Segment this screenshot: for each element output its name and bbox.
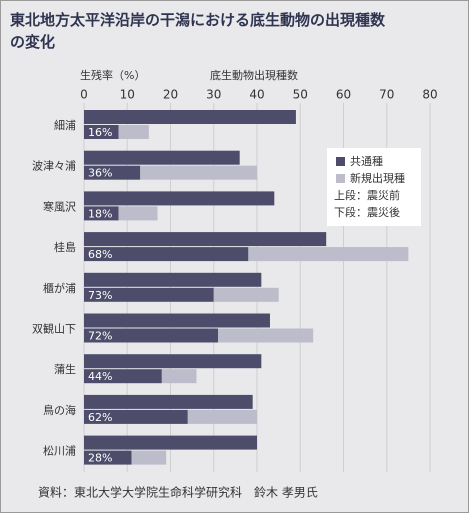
chart-title: 東北地方太平洋沿岸の干潟における底生動物の出現種数の変化 [10,11,386,51]
x-tick-label: 30 [206,88,221,102]
rate-label: 68% [88,248,112,261]
bar-after [213,287,279,302]
y-tick-label: 松川浦 [43,444,76,458]
x-tick-label: 0 [80,88,88,102]
x-tick-label: 60 [336,88,351,102]
bar-before [84,435,257,450]
rate-label: 73% [88,289,112,302]
bar-after [84,369,162,384]
x-tick-label: 10 [120,88,135,102]
bar-after [84,287,214,302]
bar-before [84,150,240,165]
x-tick-label: 70 [379,88,394,102]
rate-label: 28% [88,452,112,465]
bar-after [187,409,257,424]
bar-after [118,206,158,221]
rate-label: 16% [88,126,112,139]
x-tick-label: 50 [293,88,308,102]
legend-swatch [336,174,345,183]
bar-after [248,247,409,262]
bar-after [118,125,149,139]
legend-swatch [336,157,345,166]
bar-after [131,450,167,465]
x-tick-label: 20 [163,88,178,102]
rate-label: 44% [88,370,112,383]
legend-note: 上段：震災前 [334,188,400,202]
bar-before [84,313,270,328]
source: 資料：東北大学大学院生命科学研究科 鈴木 孝男氏 [38,485,318,500]
rate-label: 18% [88,207,112,220]
bar-after [84,125,119,139]
x-axis-label-rate: 生残率（%） [80,68,145,82]
legend-note: 下段：震災後 [334,205,400,219]
bar-before [84,191,275,206]
bar-after [140,165,257,180]
y-tick-label: 細浦 [54,119,76,132]
legend-label: 新規出現種 [350,171,405,185]
legend-label: 共通種 [350,154,383,168]
y-tick-label: 桂島 [54,240,76,254]
bar-after [84,328,219,343]
rate-label: 36% [88,167,112,180]
x-tick-label: 40 [249,88,264,102]
rate-label: 72% [88,330,112,343]
y-tick-label: 双観山下 [32,322,76,336]
bar-after [161,369,197,384]
y-tick-label: 櫃が浦 [43,281,76,295]
x-axis-label: 底生動物出現種数 [210,68,298,82]
bar-after [84,409,188,424]
y-tick-label: 寒風沢 [43,199,76,213]
bar-after [84,165,141,180]
bar-after [84,206,119,221]
y-tick-label: 蒲生 [54,362,76,376]
bar-before [84,394,253,409]
bar-before [84,272,262,287]
bar-after [218,328,314,343]
bar-before [84,110,296,124]
x-tick-label: 80 [422,88,437,102]
rate-label: 62% [88,411,112,424]
bar-after [84,247,249,262]
bar-before [84,232,327,247]
y-tick-label: 鳥の海 [43,403,76,417]
y-tick-label: 波津々浦 [32,160,76,173]
bar-before [84,354,262,369]
bar-after [84,450,132,465]
